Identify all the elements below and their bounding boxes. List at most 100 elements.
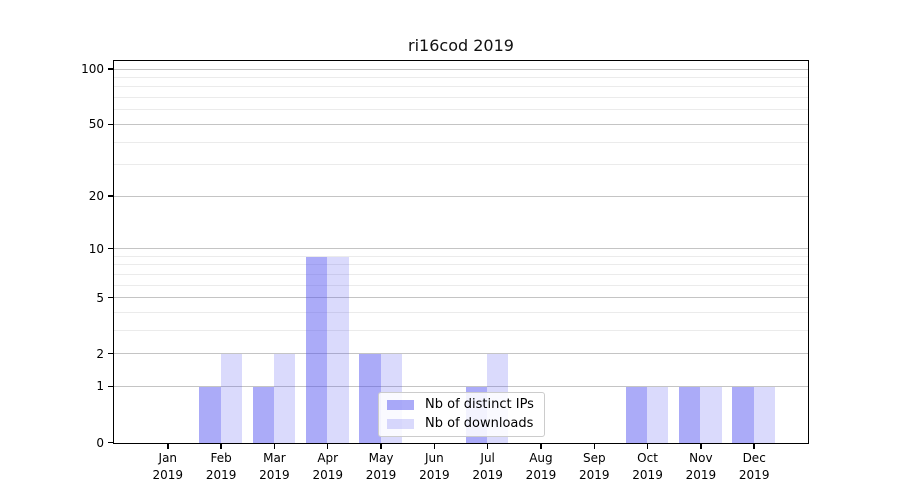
year-label: 2019 <box>685 468 717 482</box>
x-tick-label-nov: Nov 2019 <box>686 450 717 484</box>
gridline-minor <box>114 329 808 331</box>
x-tick-label-dec: Dec 2019 <box>739 450 770 484</box>
month-label: Mar <box>263 451 286 465</box>
x-tick-label-may: May 2019 <box>366 450 397 484</box>
x-axis-tick <box>486 444 489 449</box>
x-axis-tick <box>646 444 649 449</box>
month-label: Jan <box>158 451 178 465</box>
y-tick-label: 1 <box>96 379 104 394</box>
y-axis-tick <box>108 441 113 444</box>
legend-label-distinct-ips: Nb of distinct IPs <box>425 397 534 412</box>
legend-item-distinct-ips: Nb of distinct IPs <box>387 398 534 412</box>
month-label: Feb <box>210 451 232 465</box>
month-label: Jun <box>424 451 444 465</box>
bar-distinct-ips-mar <box>252 386 274 443</box>
year-label: 2019 <box>632 468 663 482</box>
gridline-minor <box>114 273 808 275</box>
y-axis-tick <box>108 385 113 388</box>
month-label: Aug <box>529 451 553 465</box>
gridline-minor <box>114 311 808 313</box>
gridline-minor <box>114 284 808 286</box>
bar-downloads-dec <box>753 386 775 443</box>
bar-distinct-ips-may <box>359 354 381 443</box>
month-label: Dec <box>742 451 766 465</box>
gridline-minor <box>114 77 808 79</box>
bar-distinct-ips-feb <box>199 386 221 443</box>
x-tick-label-feb: Feb 2019 <box>206 450 237 484</box>
x-axis-tick <box>700 444 702 449</box>
x-axis-tick <box>326 444 329 449</box>
legend-item-downloads: Nb of downloads <box>387 417 534 431</box>
y-axis-tick <box>108 123 113 126</box>
bar-downloads-nov <box>700 386 722 443</box>
gridline-major <box>114 353 808 355</box>
y-tick-label: 100 <box>81 62 104 77</box>
gridline-minor <box>114 109 808 111</box>
x-axis-tick <box>753 444 755 449</box>
bar-downloads-feb <box>220 354 242 443</box>
year-label: 2019 <box>205 468 237 482</box>
gridline-major <box>114 248 808 249</box>
month-label: Sep <box>582 451 606 465</box>
x-axis-tick <box>593 444 596 449</box>
legend-swatch-distinct-ips <box>387 400 414 410</box>
x-axis-tick <box>273 444 276 449</box>
gridline-major <box>114 68 808 70</box>
month-label: May <box>368 451 394 465</box>
legend-label-downloads: Nb of downloads <box>425 416 534 431</box>
year-label: 2019 <box>472 468 503 482</box>
y-tick-label: 5 <box>96 290 104 305</box>
gridline-major <box>114 195 808 197</box>
gridline-minor <box>114 164 808 166</box>
x-tick-label-sep: Sep 2019 <box>579 450 610 484</box>
x-axis-tick <box>380 444 382 449</box>
y-tick-label: 10 <box>88 241 104 256</box>
gridline-major <box>114 123 808 125</box>
month-label: Oct <box>637 451 658 465</box>
x-axis-tick <box>220 444 222 449</box>
gridline-minor <box>114 255 808 257</box>
x-tick-label-jun: Jun 2019 <box>419 450 450 484</box>
gridline-minor <box>114 86 808 88</box>
bar-distinct-ips-oct <box>625 386 648 443</box>
y-tick-label: 0 <box>96 435 104 450</box>
year-label: 2019 <box>419 468 450 482</box>
month-label: Apr <box>317 451 339 465</box>
gridline-minor <box>114 97 808 99</box>
year-label: 2019 <box>578 468 610 482</box>
x-tick-label-jan: Jan 2019 <box>153 450 184 484</box>
gridline-major <box>114 385 808 387</box>
gridline-minor <box>114 141 808 143</box>
y-axis-tick <box>108 195 113 197</box>
x-tick-label-jul: Jul 2019 <box>472 450 503 484</box>
bar-distinct-ips-apr <box>305 256 328 443</box>
bar-downloads-apr <box>327 256 349 443</box>
gridline-major <box>114 297 808 299</box>
y-tick-label: 50 <box>88 117 104 132</box>
bar-distinct-ips-dec <box>732 386 754 443</box>
y-axis-tick <box>108 68 113 70</box>
year-label: 2019 <box>152 468 184 482</box>
month-label: Nov <box>689 451 713 465</box>
year-label: 2019 <box>259 468 290 482</box>
bar-downloads-oct <box>647 386 669 443</box>
year-label: 2019 <box>525 468 557 482</box>
x-axis-tick <box>167 444 169 449</box>
x-axis-tick <box>540 444 542 449</box>
chart-title: ri16cod 2019 <box>408 36 514 55</box>
year-label: 2019 <box>365 468 397 482</box>
plot-area <box>113 60 809 444</box>
x-tick-label-aug: Aug 2019 <box>526 450 557 484</box>
bar-downloads-mar <box>273 354 296 443</box>
year-label: 2019 <box>738 468 770 482</box>
legend-swatch-downloads <box>387 419 414 429</box>
y-tick-label: 2 <box>96 346 104 361</box>
month-label: Jul <box>480 451 495 465</box>
year-label: 2019 <box>312 468 343 482</box>
y-axis-tick <box>108 352 113 355</box>
legend: Nb of distinct IPs Nb of downloads <box>378 392 545 437</box>
x-tick-label-apr: Apr 2019 <box>312 450 343 484</box>
y-axis-tick <box>108 296 113 299</box>
bar-distinct-ips-nov <box>679 386 701 443</box>
